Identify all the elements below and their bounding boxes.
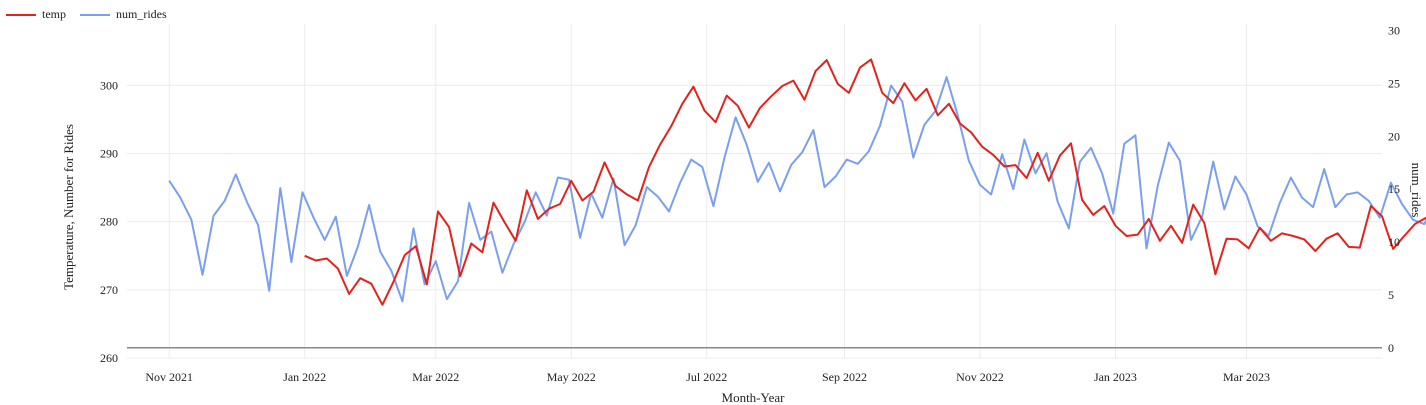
legend-label-temp: temp [42,7,66,21]
x-tick-label: May 2022 [547,370,596,384]
legend-swatch-temp [6,13,36,16]
y-left-tick-label: 280 [100,215,118,229]
y-left-tick-label: 300 [100,78,118,92]
x-tick-label: Nov 2022 [956,370,1004,384]
y-right-tick-label: 10 [1388,235,1400,249]
legend-swatch-num-rides [80,13,110,16]
y-left-axis-ticks: 260 270 280 290 300 [100,78,118,365]
x-tick-label: Jul 2022 [686,370,727,384]
series-layer [168,58,1426,306]
y-right-tick-label: 20 [1388,129,1400,143]
y-right-tick-label: 15 [1388,182,1400,196]
y-right-axis-ticks: 0 5 10 15 20 25 30 [1388,24,1400,355]
x-tick-label: Jan 2023 [1094,370,1137,384]
y-right-tick-label: 0 [1388,341,1394,355]
series-line-num-rides [168,76,1426,303]
y-right-tick-label: 25 [1388,76,1400,90]
y-right-axis-title: num_rides [1409,163,1424,218]
legend: temp num_rides [6,7,181,22]
y-left-tick-label: 260 [100,351,118,365]
grid-lines [127,24,1382,359]
y-left-tick-label: 290 [100,147,118,161]
y-left-tick-label: 270 [100,283,118,297]
x-tick-label: Mar 2023 [1223,370,1270,384]
y-right-tick-label: 5 [1388,288,1394,302]
legend-item-temp[interactable]: temp [6,7,66,22]
x-axis-ticks: Nov 2021 Jan 2022 Mar 2022 May 2022 Jul 2022… [145,370,1270,384]
x-tick-label: Jan 2022 [283,370,326,384]
y-left-axis-title: Temperature, Number for Rides [61,124,76,290]
y-right-tick-label: 30 [1388,24,1400,38]
series-line-temp [304,58,1426,306]
x-tick-label: Mar 2022 [412,370,459,384]
x-tick-label: Nov 2021 [145,370,193,384]
x-tick-label: Sep 2022 [822,370,867,384]
x-axis-title: Month-Year [722,390,786,405]
legend-label-num-rides: num_rides [116,7,167,21]
legend-item-num-rides[interactable]: num_rides [80,7,167,22]
